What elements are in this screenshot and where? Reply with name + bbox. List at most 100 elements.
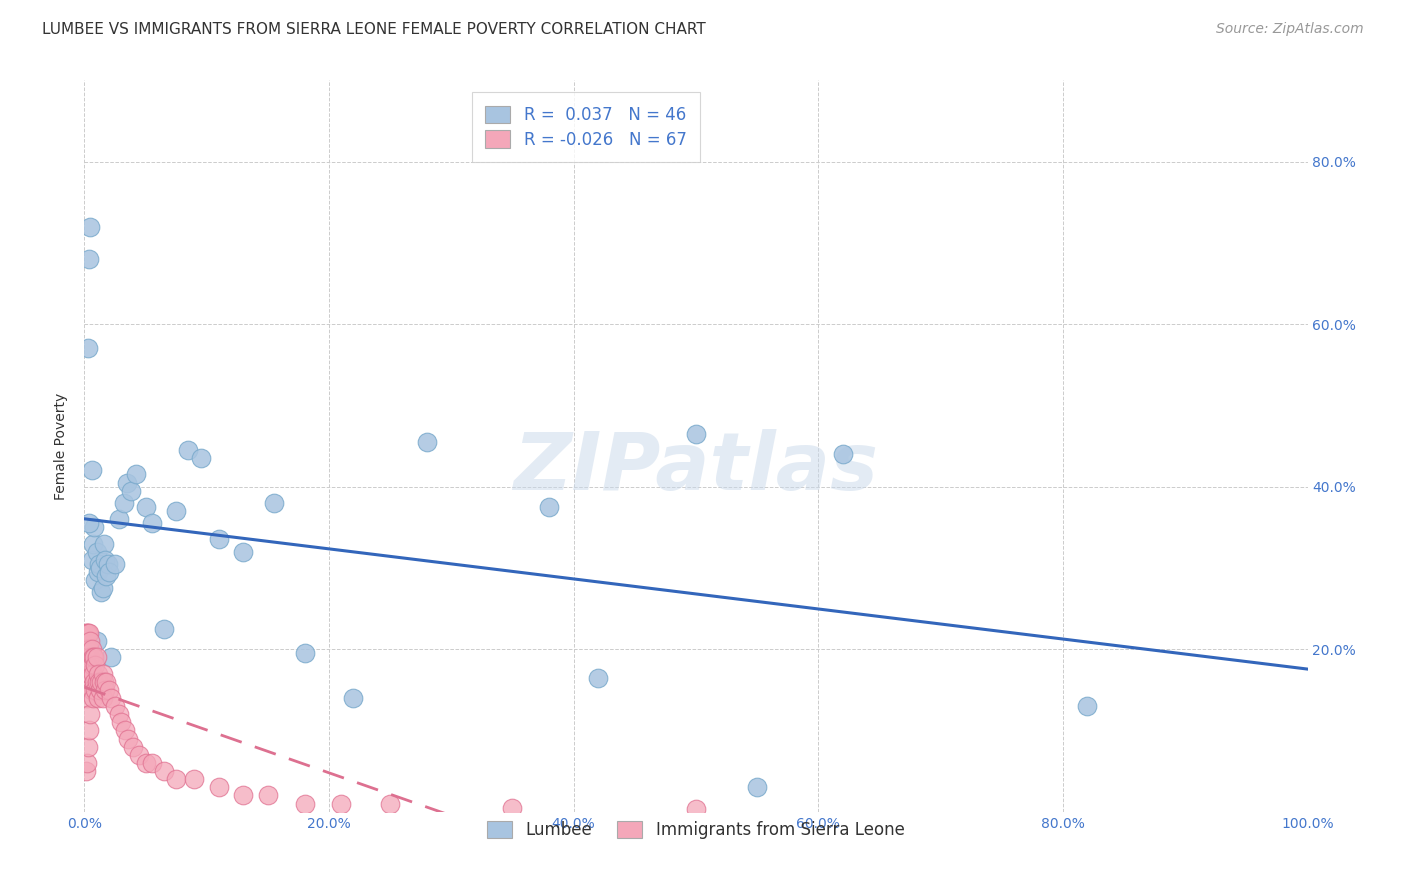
Text: Source: ZipAtlas.com: Source: ZipAtlas.com — [1216, 22, 1364, 37]
Point — [330, 797, 353, 811]
Point — [96, 674, 118, 689]
Point — [294, 797, 316, 811]
Point — [685, 426, 707, 441]
Point — [165, 504, 187, 518]
Point — [96, 569, 118, 583]
Point — [77, 642, 100, 657]
Point — [77, 666, 100, 681]
Point — [128, 747, 150, 762]
Point — [97, 557, 120, 571]
Point — [77, 723, 100, 738]
Point — [91, 581, 114, 595]
Point — [83, 650, 105, 665]
Point — [97, 682, 120, 697]
Point — [125, 467, 148, 482]
Point — [76, 642, 98, 657]
Point — [380, 797, 402, 811]
Point — [79, 634, 101, 648]
Point — [153, 764, 176, 778]
Point — [183, 772, 205, 787]
Point — [538, 500, 561, 514]
Point — [84, 682, 107, 697]
Point — [94, 553, 117, 567]
Legend: Lumbee, Immigrants from Sierra Leone: Lumbee, Immigrants from Sierra Leone — [479, 813, 912, 847]
Point — [232, 544, 254, 558]
Point — [77, 642, 100, 657]
Point — [87, 690, 110, 705]
Point — [86, 674, 108, 689]
Point — [77, 342, 100, 356]
Point — [83, 674, 105, 689]
Point — [80, 553, 103, 567]
Point — [82, 666, 104, 681]
Point — [84, 658, 107, 673]
Point — [141, 756, 163, 770]
Point — [76, 626, 98, 640]
Point — [87, 674, 110, 689]
Point — [177, 443, 200, 458]
Point — [93, 536, 115, 550]
Point — [263, 496, 285, 510]
Point — [107, 707, 129, 722]
Point — [115, 475, 138, 490]
Point — [77, 658, 100, 673]
Point — [77, 516, 100, 531]
Point — [84, 573, 107, 587]
Point — [86, 544, 108, 558]
Y-axis label: Female Poverty: Female Poverty — [55, 392, 69, 500]
Point — [153, 622, 176, 636]
Point — [86, 634, 108, 648]
Point — [94, 682, 117, 697]
Point — [342, 690, 364, 705]
Point — [91, 690, 114, 705]
Point — [104, 699, 127, 714]
Point — [91, 666, 114, 681]
Point — [416, 434, 439, 449]
Point — [122, 739, 145, 754]
Text: LUMBEE VS IMMIGRANTS FROM SIERRA LEONE FEMALE POVERTY CORRELATION CHART: LUMBEE VS IMMIGRANTS FROM SIERRA LEONE F… — [42, 22, 706, 37]
Point — [83, 520, 105, 534]
Point — [76, 690, 98, 705]
Point — [112, 496, 135, 510]
Point — [114, 723, 136, 738]
Point — [90, 674, 112, 689]
Point — [89, 682, 111, 697]
Point — [79, 650, 101, 665]
Point — [100, 690, 122, 705]
Point — [747, 780, 769, 795]
Point — [77, 739, 100, 754]
Point — [77, 626, 100, 640]
Point — [232, 789, 254, 803]
Point — [93, 674, 115, 689]
Point — [90, 585, 112, 599]
Point — [80, 642, 103, 657]
Point — [79, 666, 101, 681]
Point — [87, 666, 110, 681]
Point — [79, 707, 101, 722]
Point — [685, 802, 707, 816]
Point — [86, 650, 108, 665]
Point — [89, 561, 111, 575]
Point — [75, 658, 97, 673]
Point — [82, 690, 104, 705]
Point — [76, 674, 98, 689]
Point — [120, 483, 142, 498]
Point — [1076, 699, 1098, 714]
Point — [76, 658, 98, 673]
Point — [77, 626, 100, 640]
Point — [165, 772, 187, 787]
Text: ZIPatlas: ZIPatlas — [513, 429, 879, 507]
Point — [141, 516, 163, 531]
Point — [135, 500, 157, 514]
Point — [104, 557, 127, 571]
Point — [80, 682, 103, 697]
Point — [100, 650, 122, 665]
Point — [502, 800, 524, 814]
Point — [82, 536, 104, 550]
Point — [82, 650, 104, 665]
Point — [75, 642, 97, 657]
Point — [107, 512, 129, 526]
Point — [190, 451, 212, 466]
Point — [80, 658, 103, 673]
Point — [87, 565, 110, 579]
